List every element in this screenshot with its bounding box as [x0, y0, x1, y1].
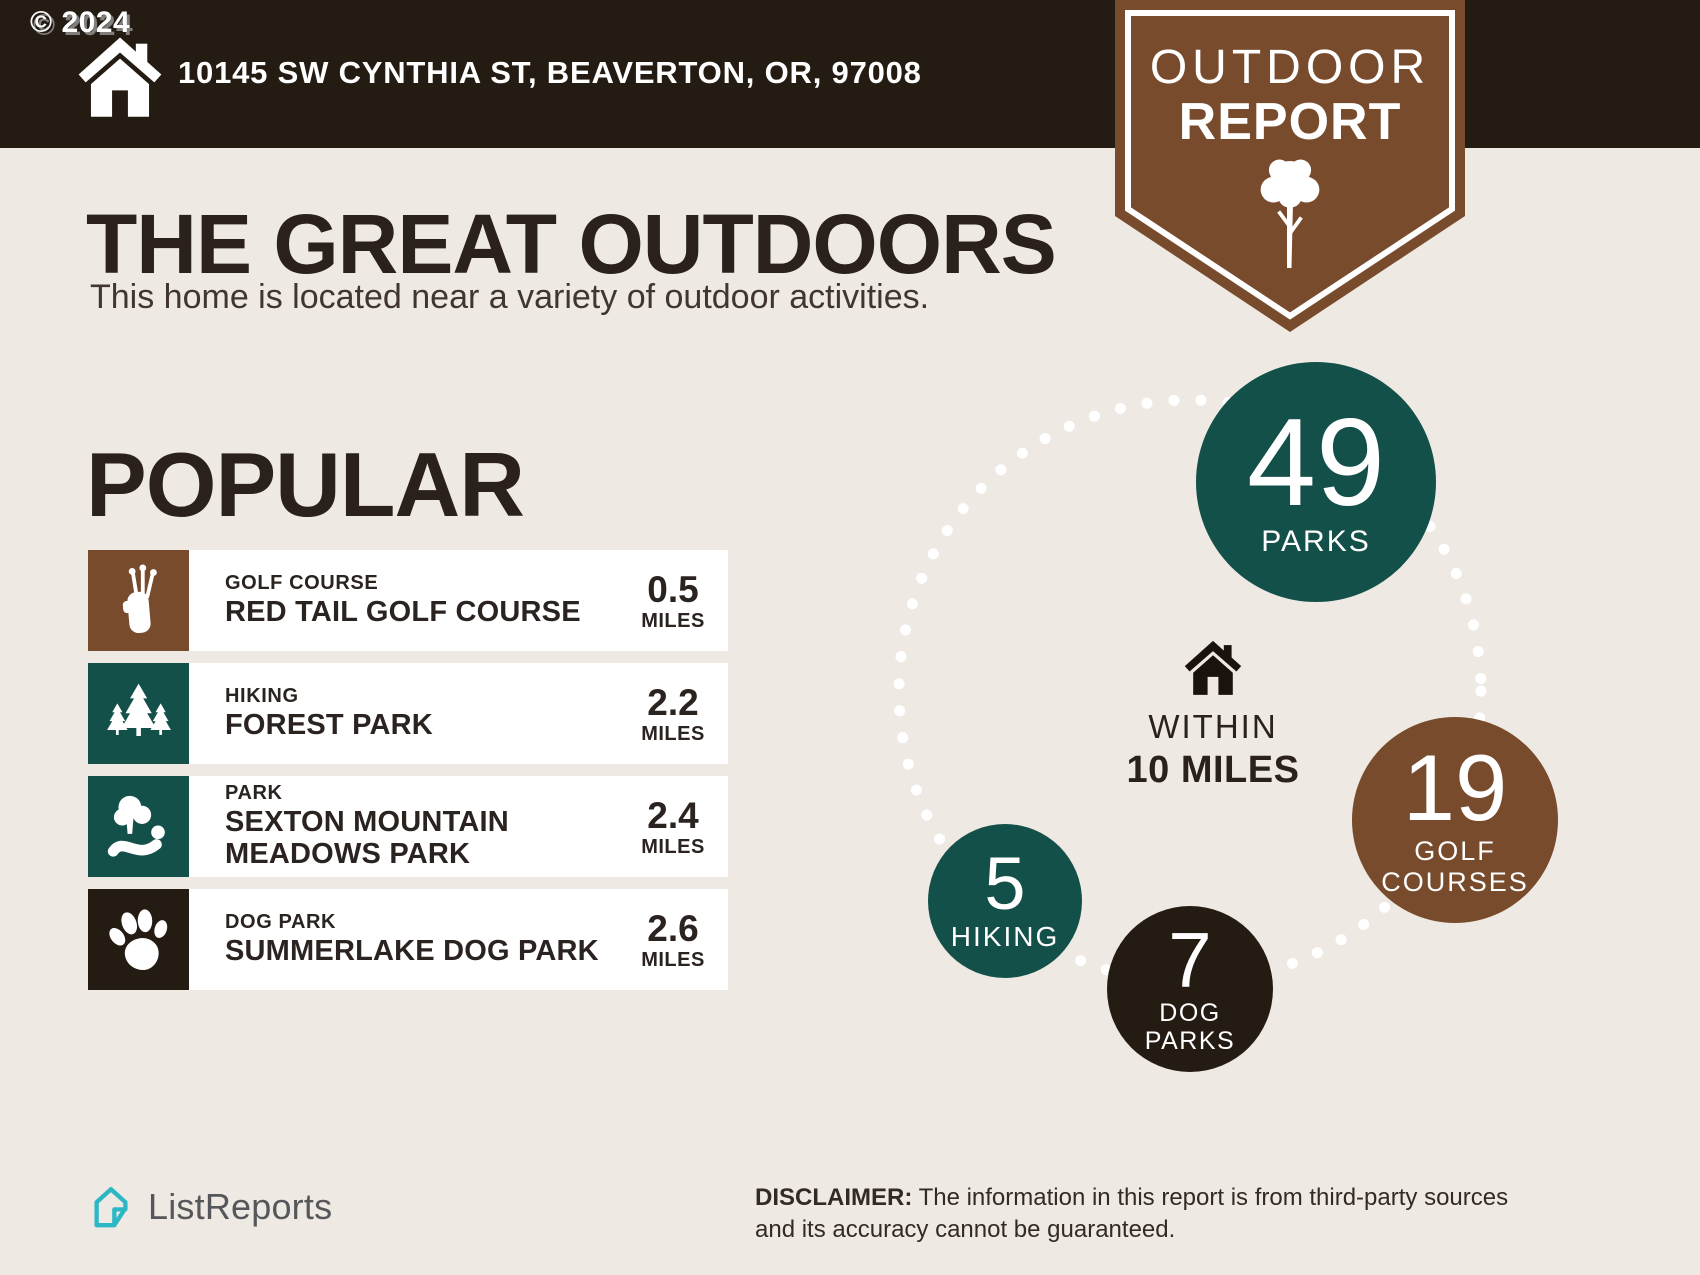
- list-item-park: PARK SEXTON MOUNTAIN MEADOWS PARK 2.4 MI…: [88, 776, 728, 877]
- park-tree-icon: [88, 776, 189, 877]
- listreports-brand: ListReports: [88, 1184, 332, 1230]
- home-icon: [1184, 640, 1242, 695]
- item-distance: 0.5: [647, 568, 699, 610]
- item-distance: 2.2: [647, 681, 699, 723]
- item-name: RED TAIL GOLF COURSE: [225, 595, 581, 628]
- popular-heading: POPULAR: [86, 435, 525, 536]
- list-card: PARK SEXTON MOUNTAIN MEADOWS PARK 2.4 MI…: [189, 776, 728, 877]
- page-title: THE GREAT OUTDOORS: [86, 197, 1057, 291]
- page-subtitle: This home is located near a variety of o…: [90, 278, 930, 316]
- golf-bag-icon: [88, 550, 189, 651]
- list-item-golf-course: GOLF COURSE RED TAIL GOLF COURSE 0.5 MIL…: [88, 550, 728, 651]
- list-card: GOLF COURSE RED TAIL GOLF COURSE 0.5 MIL…: [189, 550, 728, 651]
- parks-label: PARKS: [1261, 525, 1371, 559]
- item-category: HIKING: [225, 684, 299, 707]
- golf-label: GOLF COURSES: [1381, 836, 1529, 897]
- list-card: HIKING FOREST PARK 2.2 MILES: [189, 663, 728, 764]
- pine-trees-icon: [88, 663, 189, 764]
- hiking-count: 5: [984, 842, 1026, 926]
- within-distance: 10 MILES: [1126, 749, 1300, 791]
- listreports-logo-icon: [94, 1187, 128, 1228]
- within-label: WITHIN: [1148, 708, 1278, 745]
- item-distance: 2.6: [647, 907, 699, 949]
- property-address: 10145 SW CYNTHIA ST, BEAVERTON, OR, 9700…: [178, 55, 922, 90]
- item-distance-unit: MILES: [641, 722, 705, 745]
- radius-center: WITHIN 10 MILES: [1063, 640, 1363, 789]
- disclaimer-body: The information in this report is from t…: [755, 1184, 1509, 1243]
- paw-icon: [88, 889, 189, 990]
- item-distance-unit: MILES: [641, 948, 705, 971]
- stat-circle-golf-courses: 19 GOLF COURSES: [1352, 717, 1558, 923]
- copyright-text: © 2024: [30, 6, 131, 39]
- item-name: FOREST PARK: [225, 708, 433, 741]
- dog-parks-label: DOG PARKS: [1144, 999, 1236, 1056]
- list-card: DOG PARK SUMMERLAKE DOG PARK 2.6 MILES: [189, 889, 728, 990]
- item-distance: 2.4: [647, 794, 699, 836]
- stat-circle-parks: 49 PARKS: [1196, 362, 1436, 602]
- item-name: SEXTON MOUNTAIN MEADOWS PARK: [225, 805, 509, 870]
- item-distance-unit: MILES: [641, 609, 705, 632]
- home-icon: [78, 37, 162, 117]
- item-category: DOG PARK: [225, 910, 337, 933]
- list-item-dog-park: DOG PARK SUMMERLAKE DOG PARK 2.6 MILES: [88, 889, 728, 990]
- parks-count: 49: [1247, 394, 1385, 533]
- stat-circle-dog-parks: 7 DOG PARKS: [1107, 906, 1273, 1072]
- tree-icon: [1260, 159, 1320, 268]
- disclaimer-label: DISCLAIMER:: [755, 1184, 913, 1211]
- hiking-label: HIKING: [950, 921, 1060, 953]
- badge-title-line1: OUTDOOR: [1149, 41, 1431, 94]
- item-name: SUMMERLAKE DOG PARK: [225, 934, 599, 967]
- disclaimer-text: DISCLAIMER: The information in this repo…: [755, 1182, 1525, 1245]
- list-item-hiking: HIKING FOREST PARK 2.2 MILES: [88, 663, 728, 764]
- golf-count: 19: [1402, 735, 1508, 841]
- item-distance-unit: MILES: [641, 835, 705, 858]
- item-category: PARK: [225, 781, 283, 804]
- brand-name: ListReports: [148, 1186, 333, 1227]
- stat-circle-hiking: 5 HIKING: [928, 824, 1082, 978]
- outdoor-report-badge: OUTDOOR REPORT: [1115, 0, 1465, 336]
- item-category: GOLF COURSE: [225, 571, 379, 594]
- badge-title-line2: REPORT: [1178, 93, 1402, 151]
- dog-parks-count: 7: [1168, 915, 1212, 1004]
